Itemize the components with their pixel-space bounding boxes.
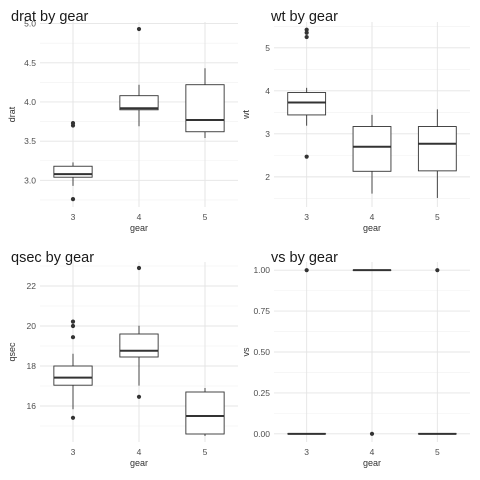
box-iqr	[53, 165, 93, 178]
box-iqr	[119, 333, 159, 358]
outlier-point	[304, 34, 309, 40]
y-axis-label: wt	[241, 110, 251, 120]
box-iqr	[417, 126, 457, 172]
x-axis-label: gear	[363, 223, 381, 233]
box-4	[119, 26, 159, 127]
x-tick-label: 5	[435, 447, 440, 457]
outlier-point	[304, 27, 309, 32]
x-tick-label: 3	[304, 447, 309, 457]
y-tick-label: 4	[265, 86, 270, 96]
panel-4: 0.00 0.25 0.50 0.75 1.00 3 4 5 vs by gear gear vs	[241, 250, 470, 468]
y-tick-label: 0.25	[253, 388, 270, 398]
outlier-point	[435, 268, 440, 273]
y-tick-label: 4.0	[24, 97, 36, 107]
box-3	[53, 121, 93, 202]
y-tick-label: 0.00	[253, 429, 270, 439]
x-tick-label: 5	[203, 447, 208, 457]
y-tick-label: 3.5	[24, 136, 36, 146]
box-4	[352, 269, 392, 436]
box-iqr	[53, 365, 93, 386]
box-iqr	[185, 391, 225, 435]
panel-title: qsec by gear	[11, 250, 94, 266]
outlier-point	[136, 265, 142, 271]
y-tick-label: 5	[265, 43, 270, 53]
y-tick-label: 0.75	[253, 306, 270, 316]
box-iqr	[185, 84, 225, 133]
box-iqr	[352, 126, 392, 172]
outlier-point	[136, 26, 142, 32]
panel-title: wt by gear	[270, 9, 338, 25]
y-axis-label: vs	[241, 347, 251, 357]
outlier-point	[369, 431, 375, 436]
x-tick-label: 3	[304, 212, 309, 222]
box-iqr	[287, 92, 327, 116]
x-tick-label: 4	[370, 447, 375, 457]
outlier-point	[304, 154, 309, 159]
box-3	[287, 268, 327, 435]
y-tick-label: 5.0	[24, 19, 36, 29]
box-5	[417, 109, 457, 198]
outlier-point	[70, 319, 76, 324]
box-3	[53, 319, 93, 420]
y-tick-label: 4.5	[24, 58, 36, 68]
x-axis-label: gear	[130, 458, 148, 468]
x-tick-label: 4	[370, 212, 375, 222]
box-4	[119, 265, 159, 399]
y-tick-label: 18	[27, 361, 37, 371]
outlier-point	[70, 415, 76, 420]
y-axis-label: qsec	[7, 342, 17, 362]
x-axis-label: gear	[363, 458, 381, 468]
outlier-point	[304, 268, 309, 273]
outlier-point	[70, 323, 76, 329]
outlier-point	[70, 121, 76, 126]
box-iqr	[119, 95, 159, 111]
box-4	[352, 114, 392, 194]
y-tick-label: 3	[265, 129, 270, 139]
outlier-point	[136, 394, 142, 399]
panel-3: 16 18 20 22 3 4 5 qsec by gear gear qsec	[7, 250, 238, 468]
panel-1: 3.0 3.5 4.0 4.5 5.0 3 4 5 drat by gear gear drat	[7, 9, 238, 233]
x-tick-label: 3	[71, 447, 76, 457]
x-tick-label: 4	[137, 212, 142, 222]
panel-title: vs by gear	[271, 250, 338, 266]
x-tick-label: 5	[203, 212, 208, 222]
y-tick-label: 22	[27, 281, 37, 291]
y-axis-label: drat	[7, 106, 17, 122]
y-tick-label: 16	[27, 401, 37, 411]
y-tick-label: 2	[265, 172, 270, 182]
y-tick-label: 3.0	[24, 175, 36, 185]
y-tick-label: 20	[27, 321, 37, 331]
x-axis-label: gear	[130, 223, 148, 233]
y-tick-label: 0.50	[253, 347, 270, 357]
y-tick-label: 1.00	[253, 265, 270, 275]
x-tick-label: 4	[137, 447, 142, 457]
box-5	[185, 388, 225, 436]
box-3	[287, 27, 327, 159]
panel-2: 2 3 4 5 3 4 5 wt by gear gear wt	[241, 9, 470, 233]
outlier-point	[304, 30, 309, 35]
box-5	[185, 68, 225, 139]
x-tick-label: 5	[435, 212, 440, 222]
panel-title: drat by gear	[11, 9, 89, 25]
x-tick-label: 3	[71, 212, 76, 222]
outlier-point	[70, 197, 76, 202]
box-5	[417, 268, 457, 435]
outlier-point	[70, 335, 76, 340]
